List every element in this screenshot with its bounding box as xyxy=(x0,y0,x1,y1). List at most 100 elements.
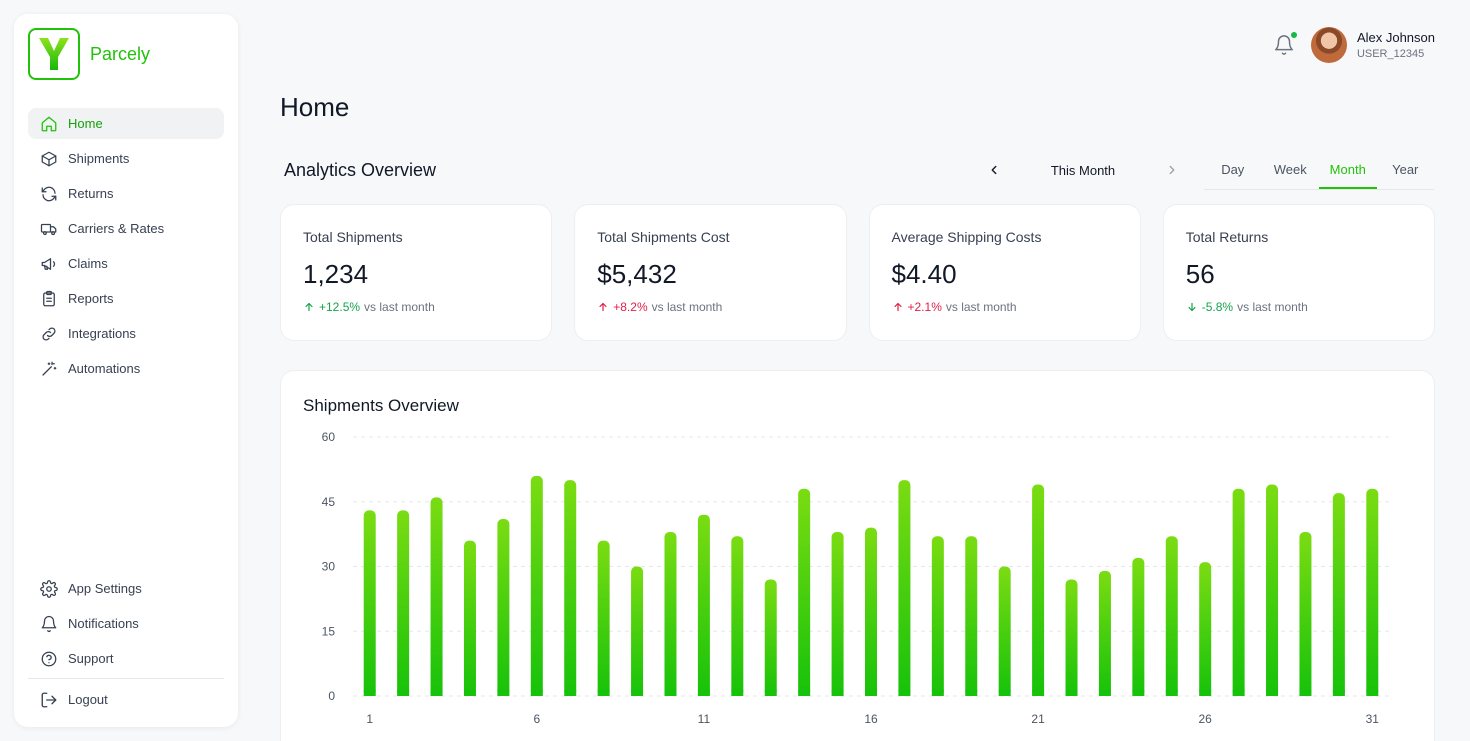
arrow-up-icon xyxy=(305,302,313,312)
sidebar-item-label: Carriers & Rates xyxy=(68,221,165,236)
bar-day-21[interactable] xyxy=(1032,484,1045,696)
bar-day-9[interactable] xyxy=(631,566,644,697)
sidebar-item-returns[interactable]: Returns xyxy=(28,178,224,209)
tab-week[interactable]: Week xyxy=(1273,162,1307,177)
bar-day-4[interactable] xyxy=(463,540,476,696)
brand-logo[interactable]: Parcely xyxy=(28,28,150,80)
magic-wand-icon xyxy=(40,360,58,378)
bar-day-7[interactable] xyxy=(564,480,577,696)
tab-month[interactable]: Month xyxy=(1319,154,1377,189)
next-period-button[interactable] xyxy=(1158,158,1186,182)
bar-day-26[interactable] xyxy=(1199,562,1212,696)
stat-card-average-shipping-costs: Average Shipping Costs $4.40 +2.1% vs last … xyxy=(868,204,1141,341)
bar-base xyxy=(731,690,744,696)
card-delta: +2.1% vs last month xyxy=(892,300,1118,314)
card-value: 1,234 xyxy=(303,259,369,289)
sidebar-item-home[interactable]: Home xyxy=(28,108,224,139)
bar-day-11[interactable] xyxy=(697,514,710,696)
bar-day-30[interactable] xyxy=(1332,493,1345,696)
bar-day-10[interactable] xyxy=(664,531,677,696)
bar-base xyxy=(664,690,677,696)
sidebar-item-notifications[interactable]: Notifications xyxy=(28,608,224,639)
sidebar-item-integrations[interactable]: Integrations xyxy=(28,318,224,349)
sidebar: Parcely Home Shipments Returns Carriers & R… xyxy=(14,14,238,727)
bar-day-19[interactable] xyxy=(965,536,978,696)
logout-button[interactable]: Logout xyxy=(28,684,224,715)
bar-day-14[interactable] xyxy=(798,488,811,696)
sidebar-item-label: Returns xyxy=(68,186,114,201)
tab-year[interactable]: Year xyxy=(1392,162,1419,177)
bar-day-27[interactable] xyxy=(1232,488,1245,696)
bar-base xyxy=(1366,690,1379,696)
x-tick-label: 16 xyxy=(864,712,878,726)
bar-day-25[interactable] xyxy=(1165,536,1178,696)
card-delta: -5.8% vs last month xyxy=(1186,300,1412,314)
bar-day-16[interactable] xyxy=(865,527,877,696)
sidebar-item-label: Reports xyxy=(68,291,114,306)
bar-day-2[interactable] xyxy=(397,510,410,696)
bar-base xyxy=(530,690,543,696)
sidebar-item-claims[interactable]: Claims xyxy=(28,248,224,279)
bar-day-31[interactable] xyxy=(1366,488,1379,696)
avatar[interactable] xyxy=(1310,27,1347,63)
bar-day-6[interactable] xyxy=(530,475,543,696)
x-tick-label: 31 xyxy=(1366,712,1380,726)
bar-day-8[interactable] xyxy=(597,540,610,696)
bar-day-29[interactable] xyxy=(1299,531,1312,696)
chevron-left-icon xyxy=(991,165,997,175)
user-name: Alex Johnson xyxy=(1356,30,1435,45)
bar-day-20[interactable] xyxy=(998,566,1011,697)
bar-base xyxy=(363,690,376,696)
analytics-title: Analytics Overview xyxy=(284,160,437,180)
bar-base xyxy=(463,690,476,696)
tab-day[interactable]: Day xyxy=(1221,162,1245,177)
sidebar-item-label: Integrations xyxy=(68,326,136,341)
card-delta-value: +12.5% xyxy=(319,300,361,314)
x-tick-label: 1 xyxy=(366,712,373,726)
card-delta: +8.2% vs last month xyxy=(597,300,823,314)
megaphone-icon xyxy=(40,255,58,273)
bar-base xyxy=(564,690,577,696)
bar-base xyxy=(1199,690,1212,696)
bar-base xyxy=(1032,690,1045,696)
sidebar-item-support[interactable]: Support xyxy=(28,643,224,674)
bar-base xyxy=(998,690,1011,696)
x-tick-label: 26 xyxy=(1199,712,1213,726)
stat-card-total-shipments: Total Shipments 1,234 +12.5% vs last month xyxy=(280,204,553,341)
bar-day-23[interactable] xyxy=(1098,570,1111,696)
user-info[interactable]: Alex Johnson USER_12345 xyxy=(1357,30,1435,60)
logout-icon xyxy=(40,691,58,709)
bar-day-13[interactable] xyxy=(764,579,777,696)
sidebar-item-reports[interactable]: Reports xyxy=(28,283,224,314)
bar-day-15[interactable] xyxy=(831,531,844,696)
bar-base xyxy=(597,690,610,696)
bar-day-5[interactable] xyxy=(497,519,510,696)
clipboard-icon xyxy=(40,290,58,308)
period-label: This Month xyxy=(1050,162,1116,178)
bar-base xyxy=(430,690,443,696)
bar-day-12[interactable] xyxy=(731,536,744,696)
bar-day-24[interactable] xyxy=(1132,557,1145,696)
bar-base xyxy=(865,690,877,696)
sidebar-item-automations[interactable]: Automations xyxy=(28,353,224,384)
bar-base xyxy=(898,690,911,696)
bar-day-17[interactable] xyxy=(898,480,911,696)
bar-day-18[interactable] xyxy=(931,536,944,696)
bar-base xyxy=(1266,690,1279,696)
previous-period-button[interactable] xyxy=(980,158,1008,182)
notifications-bell-icon[interactable] xyxy=(1273,32,1297,56)
bar-base xyxy=(1165,690,1178,696)
sidebar-item-label: Home xyxy=(68,116,103,131)
stat-card-total-returns: Total Returns 56 -5.8% vs last month xyxy=(1162,204,1435,341)
bar-day-22[interactable] xyxy=(1065,579,1078,696)
sidebar-item-carriers-and-rates[interactable]: Carriers & Rates xyxy=(28,213,224,244)
bar-day-1[interactable] xyxy=(363,510,376,696)
sidebar-item-label: Automations xyxy=(68,361,141,376)
sidebar-item-app-settings[interactable]: App Settings xyxy=(28,573,224,604)
sidebar-item-shipments[interactable]: Shipments xyxy=(28,143,224,174)
bar-day-3[interactable] xyxy=(430,497,443,696)
bar-day-28[interactable] xyxy=(1266,484,1279,696)
y-tick-label: 60 xyxy=(322,430,336,444)
page-title: Home xyxy=(280,92,350,122)
